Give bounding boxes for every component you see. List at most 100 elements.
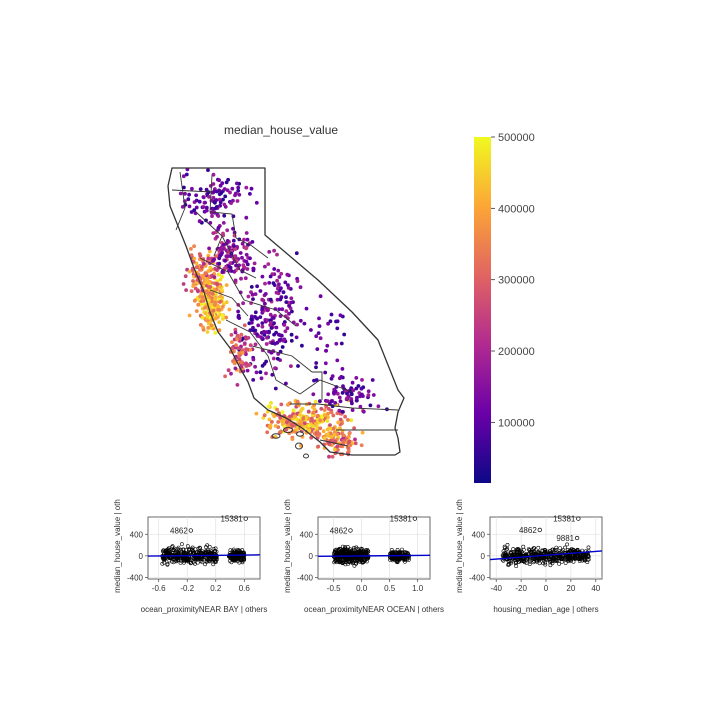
- map-point: [314, 334, 319, 339]
- map-point: [263, 264, 267, 269]
- map-point: [203, 305, 207, 310]
- map-point: [346, 418, 350, 422]
- scatter-point: [514, 561, 519, 565]
- map-point: [260, 324, 265, 329]
- map-point: [189, 247, 193, 251]
- scatter-point: [586, 545, 591, 550]
- map-point: [273, 424, 278, 428]
- x-axis-label: ocean_proximityNEAR BAY | others: [141, 605, 268, 614]
- map-point: [217, 178, 222, 183]
- map-point: [216, 214, 221, 218]
- map-point: [307, 428, 312, 433]
- map-point: [328, 431, 333, 436]
- scatter-point: [162, 560, 167, 565]
- map-point: [287, 311, 291, 316]
- map-point: [214, 205, 219, 209]
- map-point: [213, 200, 217, 205]
- map-point: [328, 426, 333, 431]
- map-point: [248, 328, 253, 333]
- map-point: [208, 265, 213, 270]
- map-point: [200, 315, 205, 320]
- map-point: [241, 263, 246, 268]
- map-point: [221, 231, 225, 236]
- map-point: [316, 413, 320, 418]
- map-point: [209, 323, 214, 328]
- scatter-point: [333, 550, 338, 555]
- scatter-point: [359, 546, 364, 551]
- map-point: [298, 413, 302, 417]
- map-point: [314, 378, 319, 382]
- map-point: [371, 393, 376, 397]
- map-point: [217, 261, 222, 266]
- map-point: [219, 191, 224, 195]
- map-point: [249, 186, 254, 191]
- scatter-point: [189, 549, 193, 554]
- regression-line: [317, 554, 431, 558]
- map-point: [218, 254, 223, 258]
- map-point: [206, 326, 211, 330]
- map-point: [285, 272, 290, 277]
- map-point: [338, 313, 343, 318]
- scatter-point: [577, 557, 582, 562]
- scatter-point: [190, 545, 195, 550]
- map-point: [235, 333, 240, 338]
- map-point: [310, 416, 314, 421]
- map-point: [204, 218, 208, 223]
- map-point: [218, 285, 223, 289]
- map-point: [218, 294, 223, 298]
- scatter-point: [179, 559, 183, 563]
- map-point: [339, 341, 344, 346]
- scatter-point: [513, 552, 517, 556]
- map-point: [232, 244, 236, 248]
- map-point: [323, 370, 328, 375]
- map-point: [316, 331, 321, 335]
- map-point: [315, 430, 320, 434]
- map-point: [218, 200, 223, 205]
- map-point: [223, 258, 228, 263]
- scatter-point: [192, 556, 197, 561]
- scatter-point: [344, 559, 349, 564]
- map-point: [368, 403, 373, 408]
- map-point: [200, 265, 204, 269]
- map-point: [225, 239, 230, 243]
- scatter-point: [585, 558, 590, 562]
- map-point: [241, 301, 246, 306]
- map-point: [335, 358, 340, 363]
- map-point: [212, 303, 217, 307]
- map-point: [206, 298, 211, 303]
- map-point: [311, 392, 316, 397]
- scatter-point: [203, 550, 208, 554]
- map-point: [194, 193, 199, 198]
- x-axis-label: ocean_proximityNEAR OCEAN | others: [304, 605, 444, 614]
- map-point: [353, 437, 357, 442]
- map-point: [322, 436, 327, 441]
- map-point: [332, 447, 337, 452]
- map-point: [199, 299, 204, 304]
- map-point: [194, 265, 199, 270]
- outlier-label: 15381: [390, 515, 413, 524]
- map-point: [350, 401, 354, 406]
- map-point: [347, 439, 352, 444]
- map-point: [221, 247, 225, 251]
- map-point: [268, 423, 273, 428]
- scatter-point: [173, 558, 178, 563]
- map-point: [248, 343, 253, 348]
- map-point: [278, 297, 283, 302]
- map-point: [244, 245, 249, 250]
- scatter-point: [543, 560, 548, 565]
- outlier-point: [188, 528, 193, 533]
- map-point: [314, 421, 318, 426]
- av-plot-2: 4862 15381 -0.5 0.0 0.5 1.0 -400 0 400 ocean_prox…: [283, 499, 444, 614]
- scatter-point: [332, 560, 337, 565]
- scatter-point: [558, 546, 562, 551]
- map-point: [236, 188, 241, 193]
- scatter-point: [586, 554, 591, 559]
- outlier-label: 4862: [170, 526, 188, 535]
- map-point: [193, 286, 198, 291]
- x-tick-label: 20: [566, 584, 575, 593]
- x-tick-label: -0.6: [152, 584, 166, 593]
- scatter-point: [545, 558, 549, 562]
- map-point: [270, 372, 275, 377]
- av-plot-3: 4862 15381 9881 -40 -20 0 20 40 -400 0 400 housing_…: [455, 499, 603, 614]
- map-point: [211, 172, 216, 177]
